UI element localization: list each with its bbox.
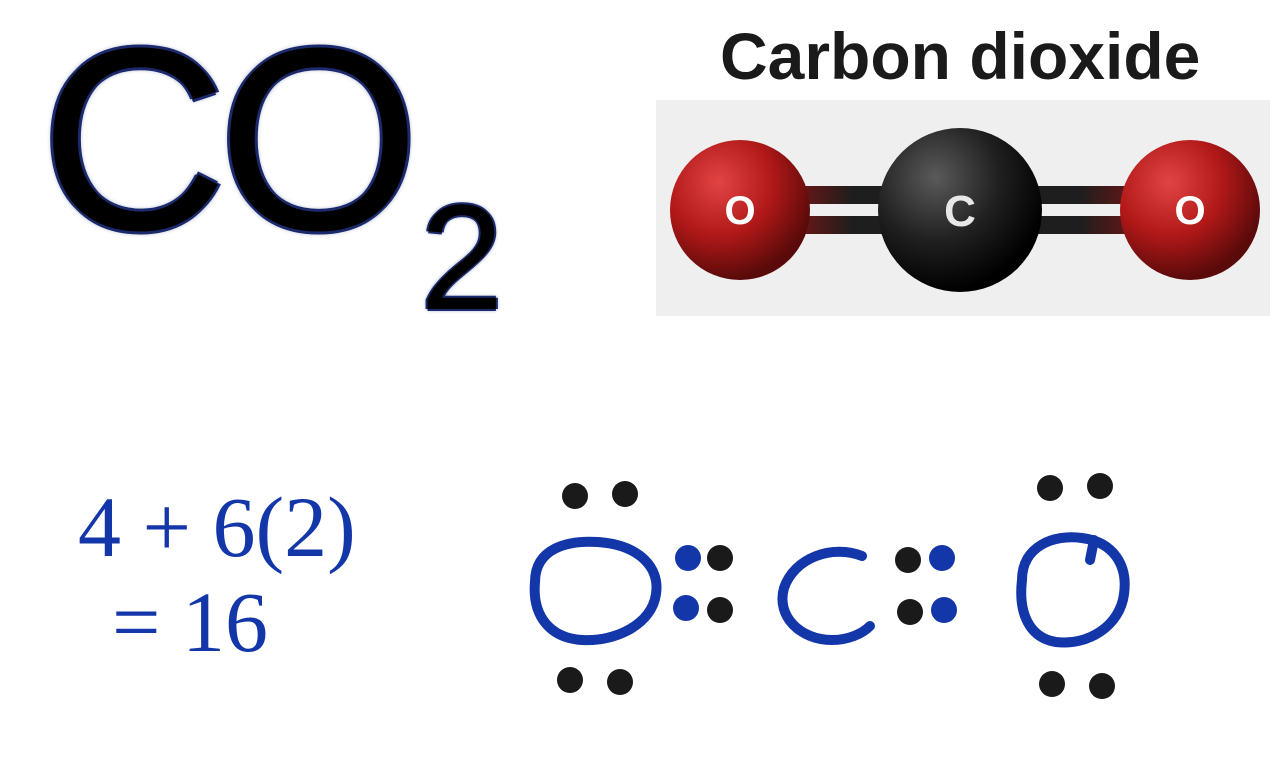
formula-base: CO <box>40 0 410 285</box>
molecule-title: Carbon dioxide <box>720 18 1200 94</box>
electron-dot <box>557 667 583 693</box>
electron-dot <box>675 545 701 571</box>
molecule-panel-bg <box>656 100 1270 316</box>
lewis-O-right-tick <box>1090 540 1094 560</box>
electron-dot <box>895 547 921 573</box>
electron-dot <box>707 545 733 571</box>
electron-dot <box>1087 473 1113 499</box>
electron-dot <box>607 669 633 695</box>
electron-count-equation: 4 + 6(2) = 16 <box>78 480 356 669</box>
electron-dot <box>1039 671 1065 697</box>
canvas: CO2 Carbon dioxide 4 + 6(2) = 16 <box>0 0 1280 768</box>
electron-dot <box>612 481 638 507</box>
electron-dot <box>1089 673 1115 699</box>
lewis-O-left <box>535 542 657 640</box>
lewis-C <box>782 552 870 640</box>
equation-line-2: = 16 <box>112 575 356 670</box>
chemical-formula: CO2 <box>40 10 483 270</box>
electron-dot <box>929 545 955 571</box>
electron-dot <box>707 597 733 623</box>
lewis-dots <box>557 473 1115 699</box>
equation-line-1: 4 + 6(2) <box>78 480 356 575</box>
electron-dot <box>673 595 699 621</box>
lewis-O-right <box>1021 537 1124 642</box>
electron-dot <box>897 599 923 625</box>
electron-dot <box>931 597 957 623</box>
electron-dot <box>1037 475 1063 501</box>
electron-dot <box>562 483 588 509</box>
formula-subscript: 2 <box>420 173 493 341</box>
lewis-structure <box>535 537 1125 642</box>
